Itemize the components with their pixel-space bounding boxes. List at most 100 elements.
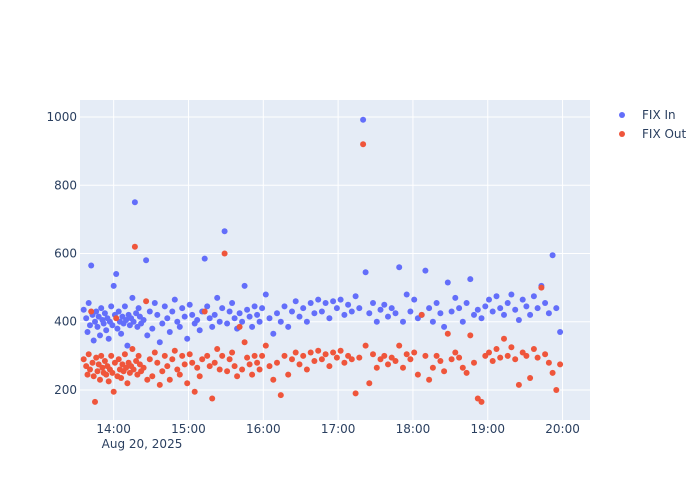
data-point	[234, 373, 241, 380]
data-point	[444, 330, 451, 337]
data-point	[311, 310, 318, 317]
data-point	[429, 364, 436, 371]
data-point	[385, 313, 391, 320]
data-points	[80, 116, 564, 405]
data-point	[270, 330, 277, 337]
data-point	[251, 352, 258, 359]
data-point	[244, 354, 251, 361]
data-point	[219, 352, 226, 359]
legend-item-fix-in[interactable]: FIX In	[619, 108, 676, 122]
data-point	[426, 376, 433, 383]
data-point	[140, 317, 147, 323]
data-point	[381, 301, 388, 308]
data-point	[246, 313, 253, 320]
data-point	[115, 308, 122, 315]
data-point	[482, 303, 489, 310]
data-point	[143, 298, 150, 305]
data-point	[101, 310, 108, 317]
data-point	[373, 318, 380, 325]
data-point	[318, 356, 325, 363]
data-point	[303, 366, 310, 373]
data-point	[219, 305, 226, 312]
data-point	[214, 346, 221, 352]
data-point	[478, 315, 485, 322]
data-point	[318, 308, 325, 315]
data-point	[300, 305, 307, 312]
data-point	[392, 310, 399, 317]
data-point	[186, 351, 193, 358]
data-point	[113, 315, 120, 322]
legend-item-fix-out[interactable]: FIX Out	[619, 127, 687, 141]
data-point	[226, 308, 233, 315]
data-point	[171, 347, 178, 354]
data-point	[164, 363, 171, 370]
data-point	[229, 349, 236, 356]
data-point	[501, 335, 507, 342]
data-point	[118, 330, 125, 337]
data-point	[249, 371, 256, 378]
data-point	[103, 327, 110, 334]
data-point	[191, 388, 198, 395]
data-point	[174, 366, 181, 373]
data-point	[315, 347, 322, 354]
data-point	[508, 291, 515, 298]
data-point	[179, 305, 186, 312]
data-point	[545, 359, 552, 366]
data-point	[322, 300, 329, 306]
data-point	[80, 306, 87, 313]
data-point	[166, 329, 173, 335]
data-point	[281, 352, 288, 359]
data-point	[486, 296, 492, 303]
data-point	[89, 359, 96, 366]
data-point	[441, 323, 448, 330]
data-point	[542, 300, 549, 306]
legend[interactable]: FIX In FIX Out	[619, 108, 687, 141]
data-point	[151, 300, 158, 306]
data-point	[433, 352, 440, 359]
data-point	[204, 352, 211, 359]
data-point	[523, 352, 530, 359]
data-point	[251, 303, 258, 310]
data-point	[262, 291, 269, 298]
data-point	[315, 296, 322, 303]
data-point	[110, 388, 117, 395]
data-point	[300, 352, 307, 359]
legend-label: FIX Out	[642, 127, 687, 141]
plot-area	[80, 100, 590, 420]
data-point	[181, 361, 188, 368]
data-point	[519, 296, 526, 303]
data-point	[249, 323, 256, 330]
data-point	[489, 358, 496, 364]
data-point	[356, 305, 363, 312]
data-point	[277, 318, 284, 325]
data-point	[557, 329, 564, 335]
data-point	[135, 305, 142, 312]
data-point	[209, 323, 216, 330]
series-fix-in	[80, 116, 564, 349]
data-point	[362, 269, 369, 276]
data-point	[366, 310, 373, 317]
data-point	[211, 359, 218, 366]
data-point	[549, 252, 556, 259]
data-point	[553, 387, 560, 393]
data-point	[478, 398, 485, 405]
data-point	[90, 337, 97, 344]
data-point	[296, 361, 303, 368]
data-point	[256, 318, 263, 325]
data-point	[154, 311, 161, 318]
data-point	[381, 352, 388, 359]
data-point	[206, 315, 213, 322]
data-point	[392, 358, 399, 364]
data-point	[452, 294, 459, 301]
data-point	[337, 296, 344, 303]
data-point	[159, 320, 166, 327]
data-point	[169, 356, 176, 363]
data-point	[396, 264, 403, 271]
series-fix-out	[80, 141, 564, 405]
data-point	[146, 356, 153, 363]
data-point	[241, 282, 248, 289]
data-point	[239, 366, 246, 373]
data-point	[229, 300, 236, 306]
data-point	[130, 318, 137, 325]
data-point	[124, 342, 131, 349]
